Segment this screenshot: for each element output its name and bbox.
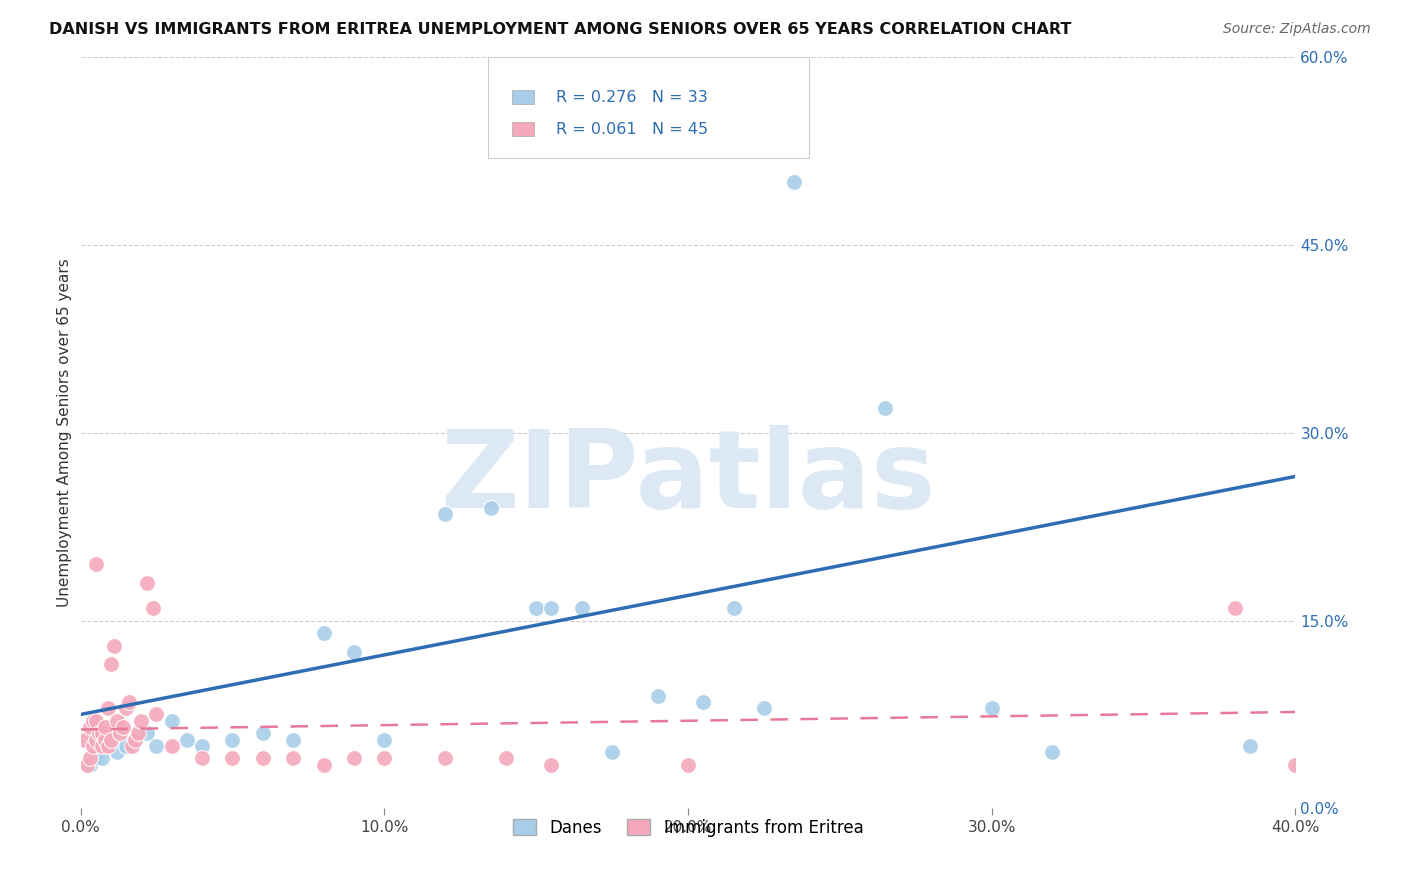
Point xyxy=(692,695,714,709)
Point xyxy=(72,732,94,747)
Point xyxy=(1284,757,1306,772)
Point xyxy=(79,757,101,772)
Point xyxy=(373,732,395,747)
FancyBboxPatch shape xyxy=(512,122,534,136)
Point xyxy=(94,720,117,734)
Point xyxy=(84,751,107,765)
Point xyxy=(124,732,146,747)
Point xyxy=(129,714,152,728)
Point xyxy=(97,701,120,715)
Point xyxy=(121,739,143,753)
Point xyxy=(97,739,120,753)
Point xyxy=(252,751,274,765)
Point xyxy=(524,601,547,615)
Point xyxy=(495,751,517,765)
Point xyxy=(647,689,669,703)
Point xyxy=(145,707,167,722)
Point xyxy=(82,714,104,728)
Point xyxy=(160,739,183,753)
FancyBboxPatch shape xyxy=(488,57,810,158)
Point xyxy=(343,751,366,765)
Point xyxy=(281,751,304,765)
Point xyxy=(1042,745,1064,759)
Point xyxy=(127,726,149,740)
Point xyxy=(90,739,112,753)
Point xyxy=(118,695,141,709)
Legend: Danes, Immigrants from Eritrea: Danes, Immigrants from Eritrea xyxy=(505,811,872,846)
FancyBboxPatch shape xyxy=(512,90,534,103)
Point xyxy=(90,726,112,740)
Point xyxy=(100,732,122,747)
Point xyxy=(980,701,1002,715)
Point xyxy=(79,720,101,734)
Point xyxy=(97,732,120,747)
Text: DANISH VS IMMIGRANTS FROM ERITREA UNEMPLOYMENT AMONG SENIORS OVER 65 YEARS CORRE: DANISH VS IMMIGRANTS FROM ERITREA UNEMPL… xyxy=(49,22,1071,37)
Point xyxy=(84,732,107,747)
Text: R = 0.061   N = 45: R = 0.061 N = 45 xyxy=(555,121,707,136)
Point xyxy=(103,639,125,653)
Point xyxy=(600,745,623,759)
Point xyxy=(90,751,112,765)
Point xyxy=(136,726,159,740)
Point xyxy=(84,557,107,571)
Point xyxy=(433,751,456,765)
Point xyxy=(82,739,104,753)
Point xyxy=(84,714,107,728)
Point xyxy=(312,757,335,772)
Y-axis label: Unemployment Among Seniors over 65 years: Unemployment Among Seniors over 65 years xyxy=(58,258,72,607)
Point xyxy=(540,757,562,772)
Point xyxy=(142,601,165,615)
Point xyxy=(343,645,366,659)
Point xyxy=(875,401,897,415)
Point xyxy=(373,751,395,765)
Point xyxy=(145,739,167,753)
Point xyxy=(124,732,146,747)
Point xyxy=(115,701,138,715)
Text: Source: ZipAtlas.com: Source: ZipAtlas.com xyxy=(1223,22,1371,37)
Point xyxy=(540,601,562,615)
Point xyxy=(676,757,699,772)
Point xyxy=(571,601,593,615)
Point xyxy=(723,601,745,615)
Point xyxy=(312,626,335,640)
Point xyxy=(221,751,243,765)
Point xyxy=(783,175,806,189)
Point xyxy=(433,507,456,521)
Point xyxy=(94,732,117,747)
Point xyxy=(105,745,128,759)
Point xyxy=(281,732,304,747)
Point xyxy=(160,714,183,728)
Point xyxy=(108,726,131,740)
Point xyxy=(221,732,243,747)
Text: R = 0.276   N = 33: R = 0.276 N = 33 xyxy=(555,89,707,104)
Point xyxy=(752,701,775,715)
Text: ZIPatlas: ZIPatlas xyxy=(440,425,935,531)
Point xyxy=(105,714,128,728)
Point xyxy=(87,726,110,740)
Point xyxy=(191,739,214,753)
Point xyxy=(1239,739,1261,753)
Point xyxy=(76,757,98,772)
Point xyxy=(1223,601,1246,615)
Point xyxy=(100,657,122,672)
Point xyxy=(112,720,135,734)
Point xyxy=(479,500,502,515)
Point xyxy=(115,739,138,753)
Point xyxy=(252,726,274,740)
Point xyxy=(79,751,101,765)
Point xyxy=(136,575,159,590)
Point xyxy=(191,751,214,765)
Point xyxy=(176,732,198,747)
